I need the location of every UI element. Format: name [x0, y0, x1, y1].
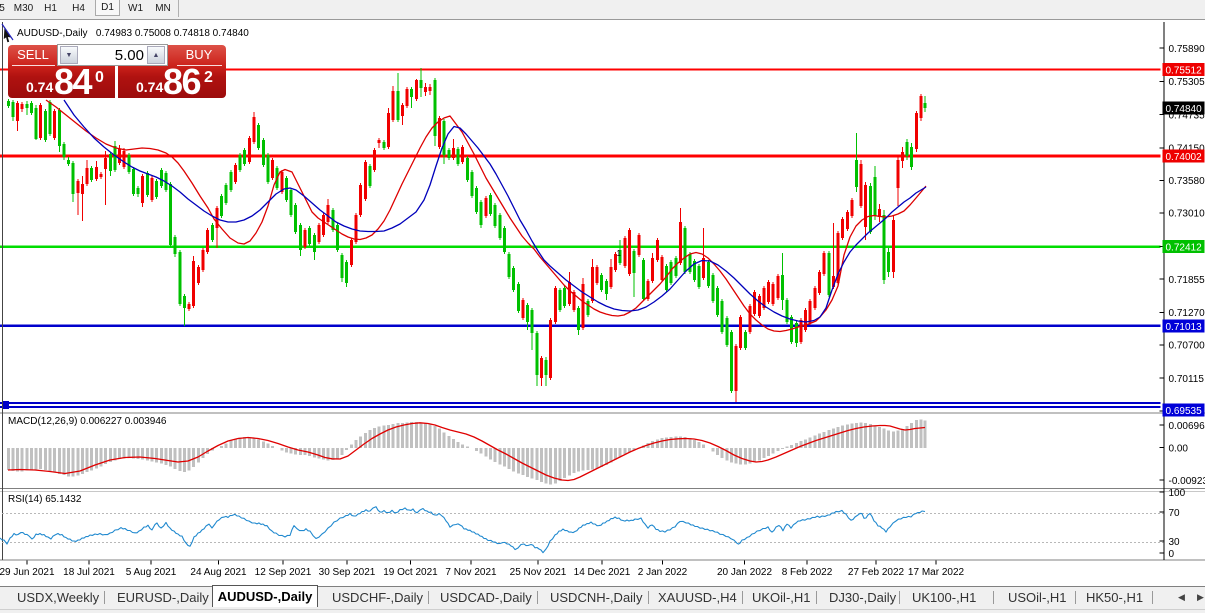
- svg-text:0.74150: 0.74150: [1169, 144, 1205, 155]
- svg-text:27 Feb 2022: 27 Feb 2022: [848, 567, 905, 578]
- svg-text:0.73010: 0.73010: [1169, 209, 1205, 220]
- svg-text:0.00: 0.00: [1169, 443, 1189, 454]
- svg-text:70: 70: [1169, 508, 1181, 519]
- svg-text:100: 100: [1169, 488, 1186, 499]
- svg-text:25 Nov 2021: 25 Nov 2021: [510, 567, 567, 578]
- svg-text:8 Feb 2022: 8 Feb 2022: [782, 567, 833, 578]
- svg-text:24 Aug 2021: 24 Aug 2021: [190, 567, 247, 578]
- svg-text:RSI(14) 65.1432: RSI(14) 65.1432: [8, 494, 82, 505]
- svg-text:0.74002: 0.74002: [1166, 152, 1203, 163]
- svg-text:5 Aug 2021: 5 Aug 2021: [126, 567, 177, 578]
- svg-text:2 Jan 2022: 2 Jan 2022: [638, 567, 688, 578]
- svg-text:0.72412: 0.72412: [1166, 243, 1203, 254]
- svg-text:0.70700: 0.70700: [1169, 341, 1205, 352]
- svg-text:0.69535: 0.69535: [1166, 406, 1203, 417]
- svg-text:0.006964: 0.006964: [1169, 421, 1205, 432]
- svg-text:0: 0: [1169, 549, 1175, 560]
- svg-text:0.74735: 0.74735: [1169, 110, 1205, 121]
- svg-text:0.70115: 0.70115: [1169, 374, 1205, 385]
- svg-text:17 Mar 2022: 17 Mar 2022: [908, 567, 965, 578]
- svg-text:0.71013: 0.71013: [1166, 322, 1203, 333]
- svg-text:29 Jun 2021: 29 Jun 2021: [0, 567, 55, 578]
- svg-text:0.75512: 0.75512: [1166, 66, 1203, 77]
- svg-text:0.75305: 0.75305: [1169, 77, 1205, 88]
- svg-text:30 Sep 2021: 30 Sep 2021: [319, 567, 376, 578]
- svg-text:14 Dec 2021: 14 Dec 2021: [574, 567, 631, 578]
- svg-text:1: 1: [617, 249, 622, 258]
- svg-text:12 Sep 2021: 12 Sep 2021: [255, 567, 312, 578]
- svg-text:0.73580: 0.73580: [1169, 176, 1205, 187]
- svg-text:MACD(12,26,9) 0.006227 0.00394: MACD(12,26,9) 0.006227 0.003946: [8, 416, 167, 427]
- svg-text:18 Jul 2021: 18 Jul 2021: [63, 567, 115, 578]
- svg-text:-0.00923: -0.00923: [1169, 476, 1205, 487]
- svg-text:30: 30: [1169, 537, 1181, 548]
- svg-text:0.71270: 0.71270: [1169, 308, 1205, 319]
- svg-text:0.75890: 0.75890: [1169, 44, 1205, 55]
- svg-text:19 Oct 2021: 19 Oct 2021: [383, 567, 438, 578]
- svg-text:0.74840: 0.74840: [1166, 104, 1203, 115]
- svg-text:20 Jan 2022: 20 Jan 2022: [717, 567, 772, 578]
- svg-text:0.71855: 0.71855: [1169, 275, 1205, 286]
- svg-text:7 Nov 2021: 7 Nov 2021: [445, 567, 497, 578]
